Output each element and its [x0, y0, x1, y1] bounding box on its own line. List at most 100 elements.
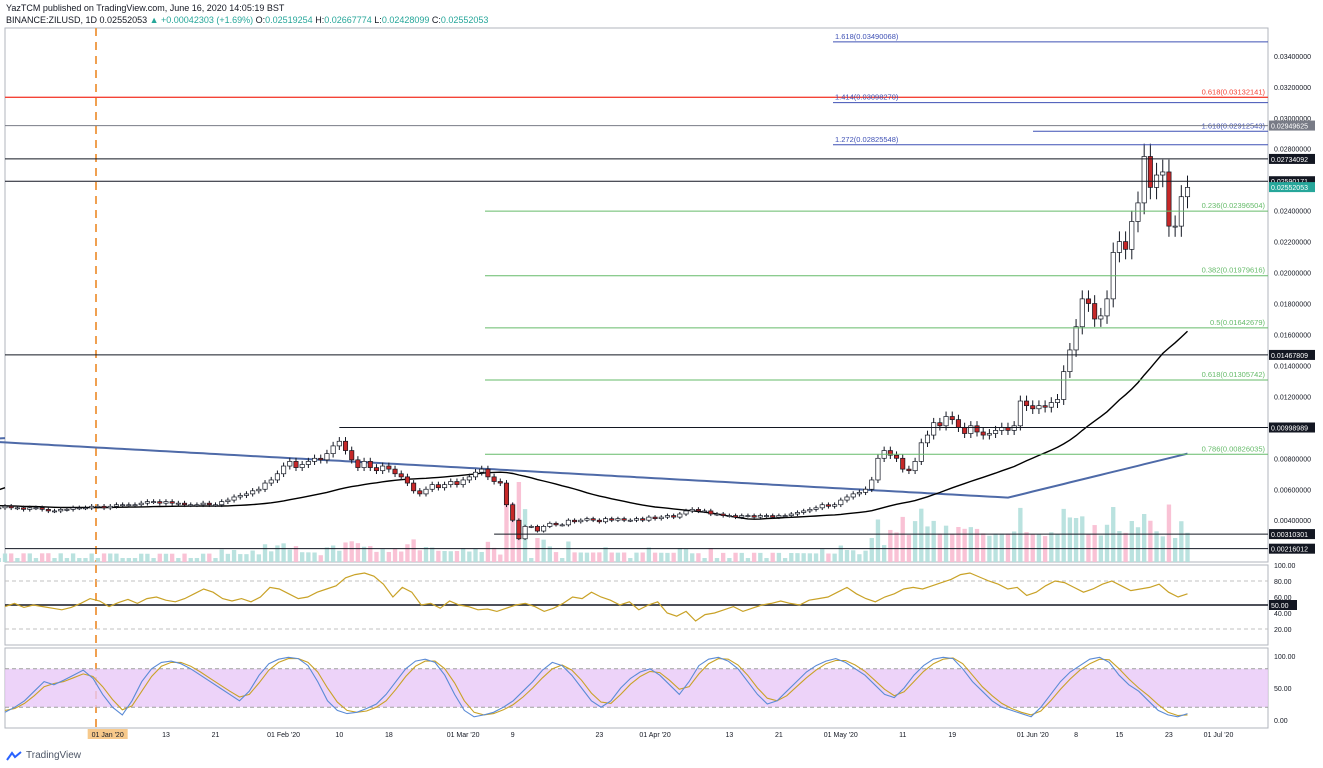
- volume-bar: [578, 552, 583, 562]
- x-tick-label: 15: [1116, 732, 1124, 739]
- x-tick-label: 18: [385, 732, 393, 739]
- volume-bar: [640, 552, 645, 562]
- volume-bar: [646, 547, 652, 562]
- volume-bar: [665, 552, 670, 562]
- candle-body: [794, 512, 800, 515]
- rsi-tick-label: 20.00: [1274, 627, 1292, 634]
- volume-bar: [293, 546, 299, 562]
- y-tick-label: 0.00800000: [1274, 456, 1311, 463]
- price-tag-label: 0.02734092: [1271, 157, 1308, 164]
- candle-body: [596, 519, 602, 523]
- volume-bar: [510, 503, 515, 562]
- volume-bar: [950, 533, 955, 562]
- price-tag: [1269, 120, 1315, 131]
- candle-body: [615, 518, 621, 521]
- volume-bar: [826, 553, 831, 562]
- candle-body: [8, 505, 14, 509]
- candle-body: [658, 516, 664, 520]
- candle-body: [336, 440, 342, 447]
- volume-bar: [504, 496, 509, 562]
- x-tick-label: 19: [948, 732, 956, 739]
- candle-body: [980, 431, 986, 436]
- candle-body: [64, 509, 70, 511]
- candle-body: [157, 501, 163, 504]
- volume-bar: [300, 552, 305, 562]
- candle-body: [293, 461, 299, 468]
- candle-body: [986, 433, 992, 436]
- candle-body: [1129, 221, 1135, 250]
- volume-bar: [881, 545, 887, 562]
- price-tag: [1269, 176, 1315, 187]
- volume-bar: [813, 553, 819, 562]
- stoch-tick-label: 0.00: [1274, 718, 1288, 725]
- volume-bar: [838, 545, 843, 562]
- volume-bar: [77, 558, 82, 562]
- y-tick-label: 0.03000000: [1274, 116, 1311, 123]
- volume-bar: [863, 550, 868, 562]
- volume-bar: [869, 538, 874, 562]
- chart-header: YazTCM published on TradingView.com, Jun…: [6, 2, 488, 26]
- fib-label: 1.414(0.03098270): [835, 93, 899, 102]
- candle-body: [689, 509, 695, 512]
- volume-bar: [238, 554, 243, 562]
- candle-body: [1166, 171, 1172, 227]
- volume-bar: [337, 550, 342, 562]
- volume-bar: [287, 549, 292, 562]
- candle-body: [373, 467, 379, 472]
- volume-bar: [844, 550, 850, 562]
- candle-body: [491, 476, 497, 482]
- candle-body: [1061, 371, 1067, 400]
- candle-body: [962, 426, 968, 434]
- stoch-tick-label: 50.00: [1274, 686, 1292, 693]
- volume-bar: [473, 548, 478, 562]
- symbol-label: BINANCE:ZILUSD, 1D: [6, 15, 98, 25]
- candle-body: [931, 422, 937, 436]
- candle-body: [435, 484, 441, 489]
- candle-body: [801, 510, 807, 513]
- volume-bar: [58, 553, 63, 562]
- volume-bar: [535, 538, 540, 562]
- volume-bar: [999, 533, 1004, 562]
- volume-bar: [176, 558, 181, 562]
- candle-body: [2, 505, 8, 509]
- volume-bar: [782, 558, 788, 562]
- open-label: O:: [255, 15, 266, 25]
- volume-bar: [1166, 504, 1172, 562]
- y-tick-label: 0.01800000: [1274, 302, 1311, 309]
- volume-bar: [590, 552, 596, 562]
- volume-bar: [702, 558, 707, 562]
- y-tick-label: 0.03200000: [1274, 85, 1311, 92]
- volume-bar: [1086, 534, 1091, 562]
- candle-body: [503, 482, 510, 506]
- volume-bar: [609, 552, 614, 562]
- volume-bar: [269, 551, 274, 562]
- volume-bar: [89, 553, 94, 562]
- candle-body: [21, 507, 27, 510]
- candle-body: [640, 518, 646, 521]
- volume-bar: [560, 558, 565, 562]
- rsi-tick-label: 60.00: [1274, 595, 1292, 602]
- main-pane: [4, 27, 1269, 563]
- tradingview-logo[interactable]: TradingView: [6, 750, 81, 761]
- volume-bar: [1067, 517, 1073, 562]
- volume-bar: [39, 553, 45, 562]
- volume-bar: [318, 555, 323, 562]
- price-tag-label: 0.02552053: [1271, 185, 1308, 192]
- candle-body: [113, 504, 119, 507]
- sma-100-line: [0, 330, 1188, 520]
- candle-body: [380, 465, 386, 472]
- candle-body: [250, 490, 256, 495]
- candle-body: [262, 482, 268, 490]
- volume-bar: [194, 558, 200, 562]
- candle-body: [863, 488, 869, 493]
- volume-bar: [213, 558, 218, 562]
- fib-label: 0.5(0.01642679): [1210, 318, 1266, 327]
- candle-body: [126, 504, 132, 507]
- volume-bar: [151, 558, 156, 562]
- volume-bar: [974, 528, 980, 562]
- volume-bar: [659, 552, 664, 562]
- volume-bar: [807, 553, 813, 562]
- volume-bar: [789, 553, 794, 562]
- volume-bar: [919, 508, 924, 562]
- volume-bar: [139, 553, 144, 562]
